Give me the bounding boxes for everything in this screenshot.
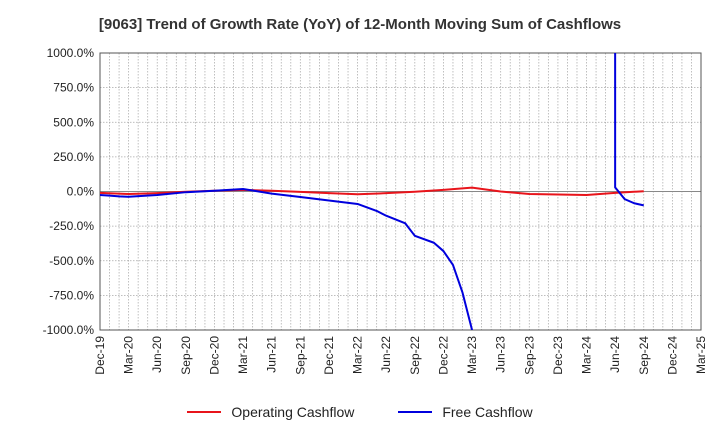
x-tick-label: Jun-21 [265, 336, 279, 373]
x-tick-label: Sep-20 [179, 336, 193, 375]
series-line-free-cashflow [100, 188, 474, 330]
x-tick-label: Jun-22 [379, 336, 393, 373]
legend-item-free: Free Cashflow [398, 404, 533, 420]
y-tick-label: -750.0% [49, 288, 94, 302]
x-tick-label: Mar-23 [465, 336, 479, 374]
series-line-free-cashflow [614, 53, 644, 207]
x-tick-label: Dec-20 [207, 336, 221, 375]
x-tick-label: Mar-20 [122, 336, 136, 374]
x-tick-label: Jun-20 [150, 336, 164, 373]
x-tick-label: Dec-21 [322, 336, 336, 375]
x-tick-label: Jun-24 [608, 336, 622, 373]
y-tick-label: 0.0% [67, 185, 95, 199]
x-tick-label: Sep-22 [408, 336, 422, 375]
x-tick-label: Mar-25 [694, 336, 708, 374]
x-tick-label: Sep-21 [293, 336, 307, 375]
legend-label-free: Free Cashflow [442, 404, 533, 420]
y-tick-label: 500.0% [53, 115, 94, 129]
x-tick-label: Dec-23 [551, 336, 565, 375]
y-tick-label: 250.0% [53, 150, 94, 164]
x-tick-label: Dec-22 [436, 336, 450, 375]
x-tick-label: Dec-24 [665, 336, 679, 375]
x-tick-label: Mar-22 [351, 336, 365, 374]
y-tick-label: -250.0% [49, 219, 94, 233]
x-tick-label: Sep-23 [522, 336, 536, 375]
x-tick-label: Dec-19 [93, 336, 107, 375]
x-tick-label: Sep-24 [637, 336, 651, 375]
x-tick-label: Mar-21 [236, 336, 250, 374]
x-tick-label: Jun-23 [494, 336, 508, 373]
y-tick-label: -1000.0% [43, 323, 95, 337]
legend-item-operating: Operating Cashflow [187, 404, 354, 420]
x-tick-label: Mar-24 [580, 336, 594, 374]
y-tick-label: 1000.0% [47, 46, 95, 60]
y-tick-label: -500.0% [49, 254, 94, 268]
plot-frame [99, 52, 702, 331]
legend-swatch-operating [187, 411, 222, 413]
chart-title: [9063] Trend of Growth Rate (YoY) of 12-… [98, 16, 622, 33]
legend-label-operating: Operating Cashflow [231, 404, 355, 420]
chart-legend: Operating Cashflow Free Cashflow [0, 404, 720, 420]
legend-swatch-free [398, 411, 433, 413]
y-tick-label: 750.0% [53, 81, 94, 95]
